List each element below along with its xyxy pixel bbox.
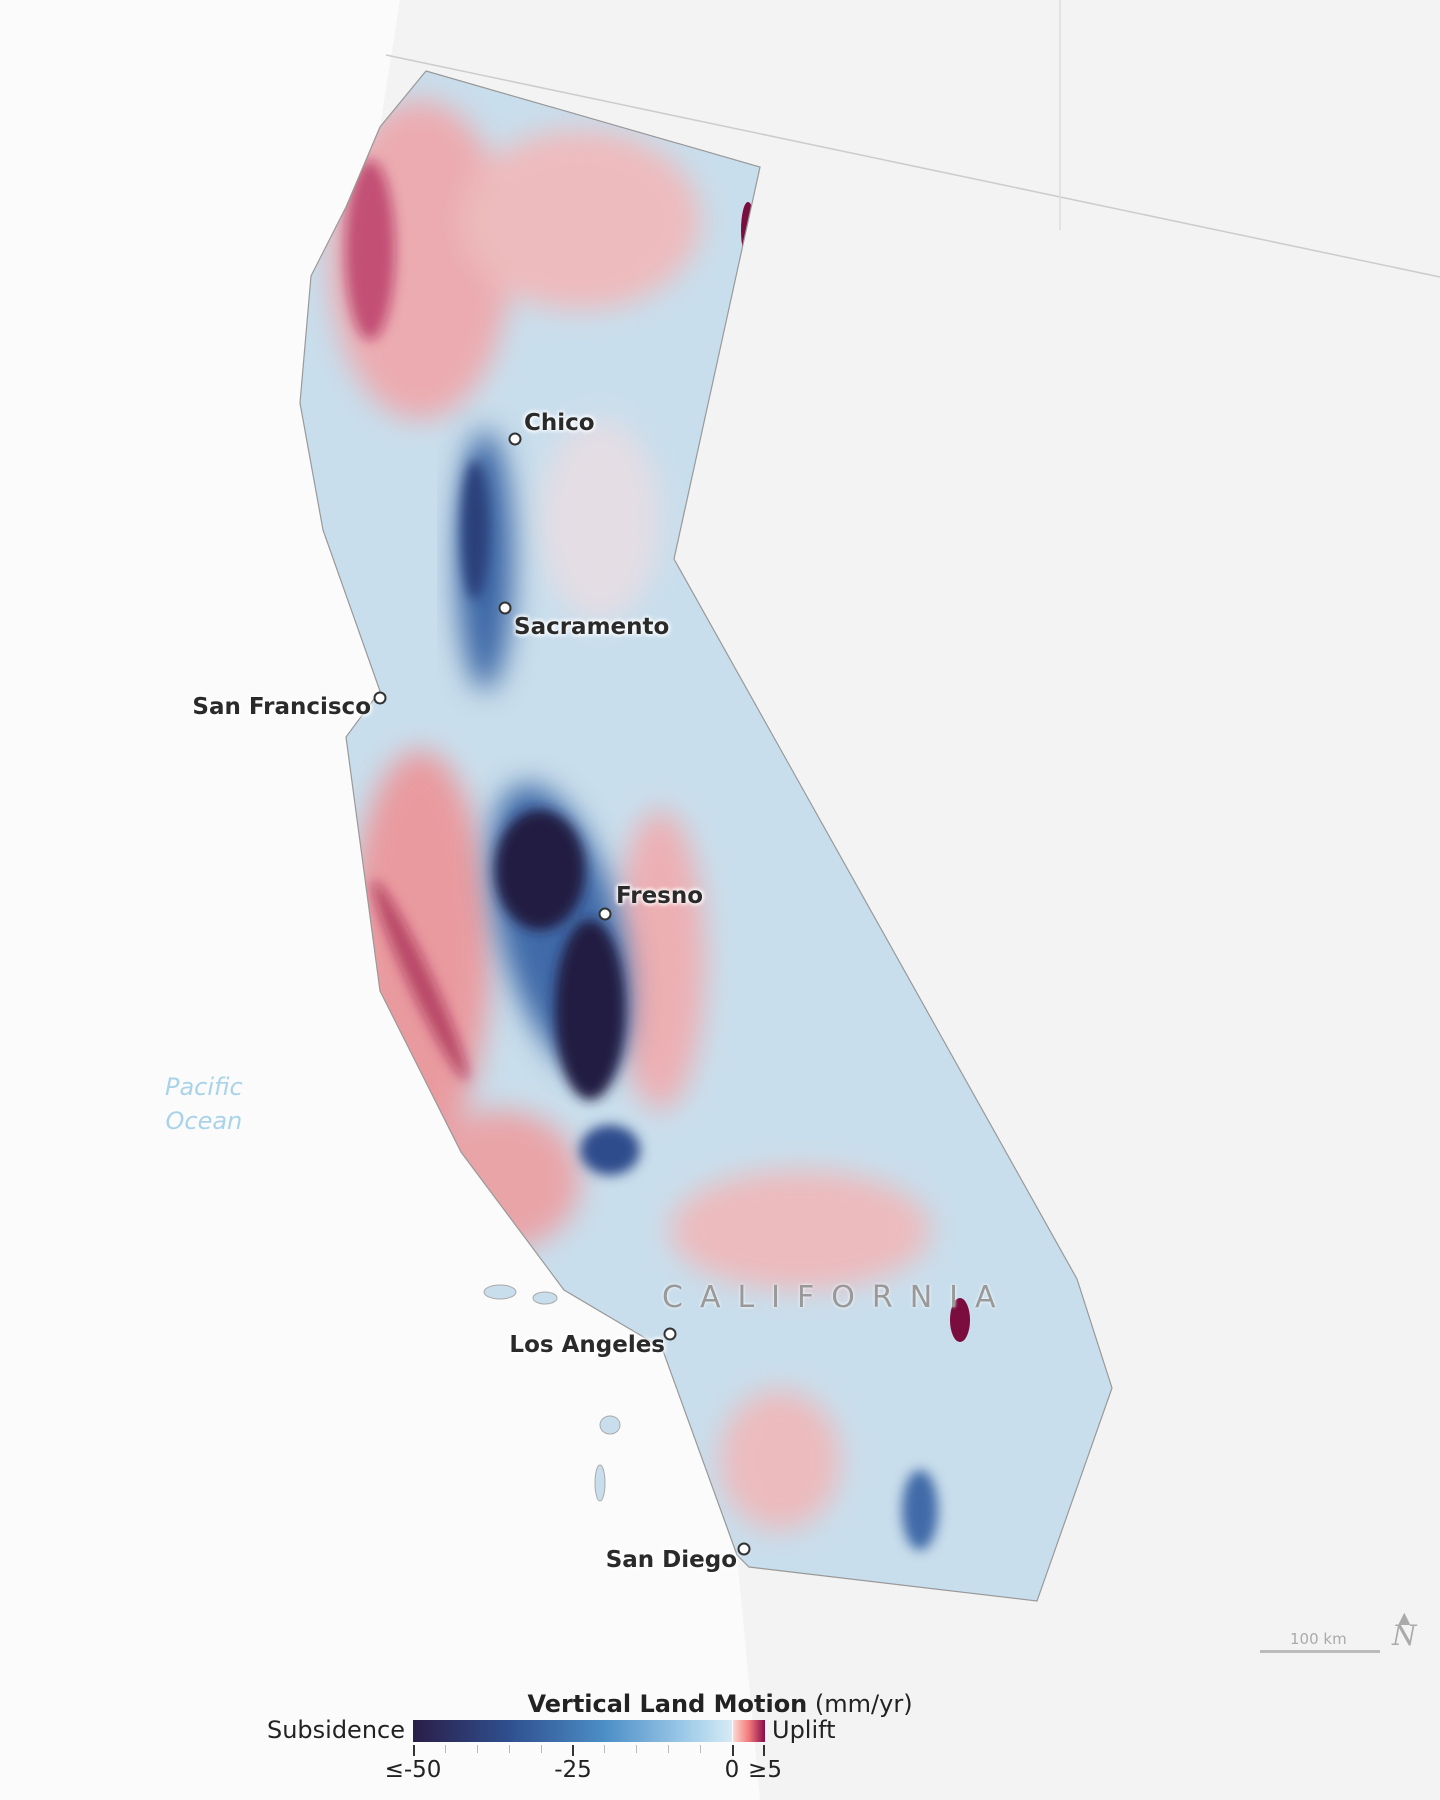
city-marker[interactable] bbox=[598, 907, 612, 921]
north-arrow-icon: ▲ N bbox=[1392, 1608, 1417, 1652]
tick-label: ≥5 bbox=[748, 1757, 782, 1783]
city-marker[interactable] bbox=[508, 432, 522, 446]
city-marker[interactable] bbox=[737, 1542, 751, 1556]
city-marker[interactable] bbox=[663, 1327, 677, 1341]
tick-label: 0 bbox=[724, 1757, 740, 1783]
channel-islands bbox=[483, 1284, 621, 1502]
legend-title: Vertical Land Motion (mm/yr) bbox=[527, 1690, 913, 1718]
tick-label: -25 bbox=[554, 1757, 592, 1783]
tick-mark bbox=[763, 1745, 765, 1756]
ocean-label: Pacific Ocean bbox=[165, 1073, 243, 1135]
state-border bbox=[385, 54, 1440, 278]
color-scale-uplift bbox=[733, 1720, 765, 1742]
tick-mark bbox=[509, 1745, 510, 1753]
city-marker[interactable] bbox=[498, 601, 512, 615]
tick-mark bbox=[572, 1745, 574, 1756]
city-label-sacramento: Sacramento bbox=[514, 614, 670, 640]
city-label-fresno: Fresno bbox=[616, 883, 704, 909]
tick-mark bbox=[541, 1745, 542, 1753]
tick-mark bbox=[445, 1745, 446, 1753]
legend-left-label: Subsidence bbox=[266, 1716, 405, 1744]
tick-mark bbox=[413, 1745, 415, 1756]
tick-mark bbox=[700, 1745, 701, 1753]
city-label-san-diego: San Diego bbox=[605, 1547, 737, 1573]
city-marker[interactable] bbox=[373, 691, 387, 705]
tick-label: ≤-50 bbox=[384, 1757, 442, 1783]
ocean bbox=[0, 0, 760, 1800]
tick-mark bbox=[732, 1745, 734, 1756]
scale-bar bbox=[1260, 1650, 1380, 1653]
tick-mark bbox=[477, 1745, 478, 1753]
tick-mark bbox=[636, 1745, 637, 1753]
tick-mark bbox=[668, 1745, 669, 1753]
california-outline bbox=[299, 70, 1113, 1602]
city-label-chico: Chico bbox=[524, 410, 595, 436]
city-label-los-angeles: Los Angeles bbox=[509, 1332, 665, 1358]
city-label-san-francisco: San Francisco bbox=[192, 694, 371, 720]
color-scale-bar bbox=[413, 1720, 765, 1756]
legend-right-label: Uplift bbox=[772, 1716, 836, 1744]
scale-bar-label: 100 km bbox=[1290, 1630, 1347, 1648]
state-label: CALIFORNIA bbox=[662, 1280, 1013, 1315]
tick-mark bbox=[604, 1745, 605, 1753]
color-scale-subsidence bbox=[413, 1720, 732, 1742]
